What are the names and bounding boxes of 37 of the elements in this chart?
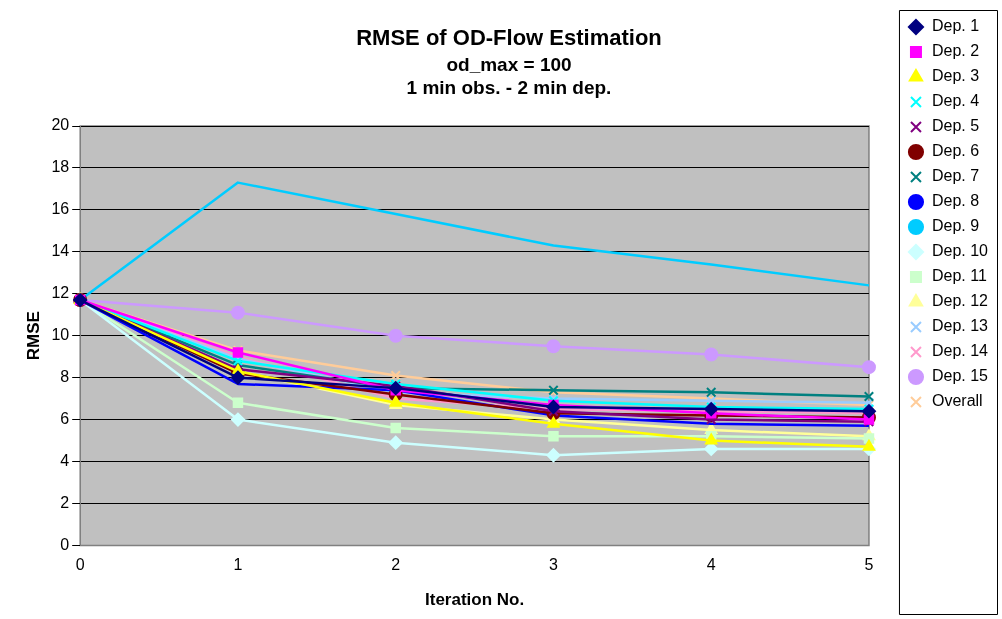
y-tick-label: 10 xyxy=(51,326,70,344)
y-tick-label: 16 xyxy=(51,200,70,218)
y-tick-label: 8 xyxy=(60,368,70,386)
legend-label: Dep. 15 xyxy=(931,367,989,385)
x-tick-label: 0 xyxy=(75,556,85,574)
y-tick-label: 18 xyxy=(51,158,70,176)
x-tick-label: 5 xyxy=(864,556,874,574)
legend-label: Dep. 9 xyxy=(931,217,980,235)
chart-subtitle: od_max = 100 1 min obs. - 2 min dep. xyxy=(406,54,612,98)
x-tick-label: 4 xyxy=(706,556,716,574)
legend-label: Dep. 7 xyxy=(931,167,980,185)
x-axis-title: Iteration No. xyxy=(424,590,525,610)
legend-label: Dep. 11 xyxy=(931,267,987,285)
chart-title: RMSE of OD-Flow Estimation xyxy=(356,25,662,51)
legend-label: Dep. 4 xyxy=(931,92,980,110)
y-tick-label: 14 xyxy=(51,242,70,260)
legend-label: Dep. 14 xyxy=(931,342,989,360)
legend-label: Dep. 13 xyxy=(931,317,989,335)
y-tick-label: 20 xyxy=(51,116,70,134)
legend-label: Dep. 6 xyxy=(931,142,980,160)
x-tick-label: 1 xyxy=(233,556,243,574)
legend-label: Dep. 3 xyxy=(931,67,980,85)
legend-label: Dep. 1 xyxy=(931,17,980,35)
y-tick-label: 6 xyxy=(60,409,70,427)
x-tick-label: 2 xyxy=(391,556,401,574)
legend-label: Dep. 12 xyxy=(931,292,989,310)
x-tick-label: 3 xyxy=(549,556,558,574)
y-tick-label: 0 xyxy=(60,535,70,553)
legend-label: Dep. 10 xyxy=(931,242,989,260)
y-tick-label: 12 xyxy=(51,284,70,302)
y-axis-title: RMSE xyxy=(23,311,43,361)
y-tick-label: 2 xyxy=(60,493,70,511)
legend-label: Overall xyxy=(931,392,983,410)
legend-label: Dep. 2 xyxy=(931,42,980,60)
y-tick-label: 4 xyxy=(60,451,70,469)
legend-label: Dep. 8 xyxy=(931,192,980,210)
legend-label: Dep. 5 xyxy=(931,117,980,135)
